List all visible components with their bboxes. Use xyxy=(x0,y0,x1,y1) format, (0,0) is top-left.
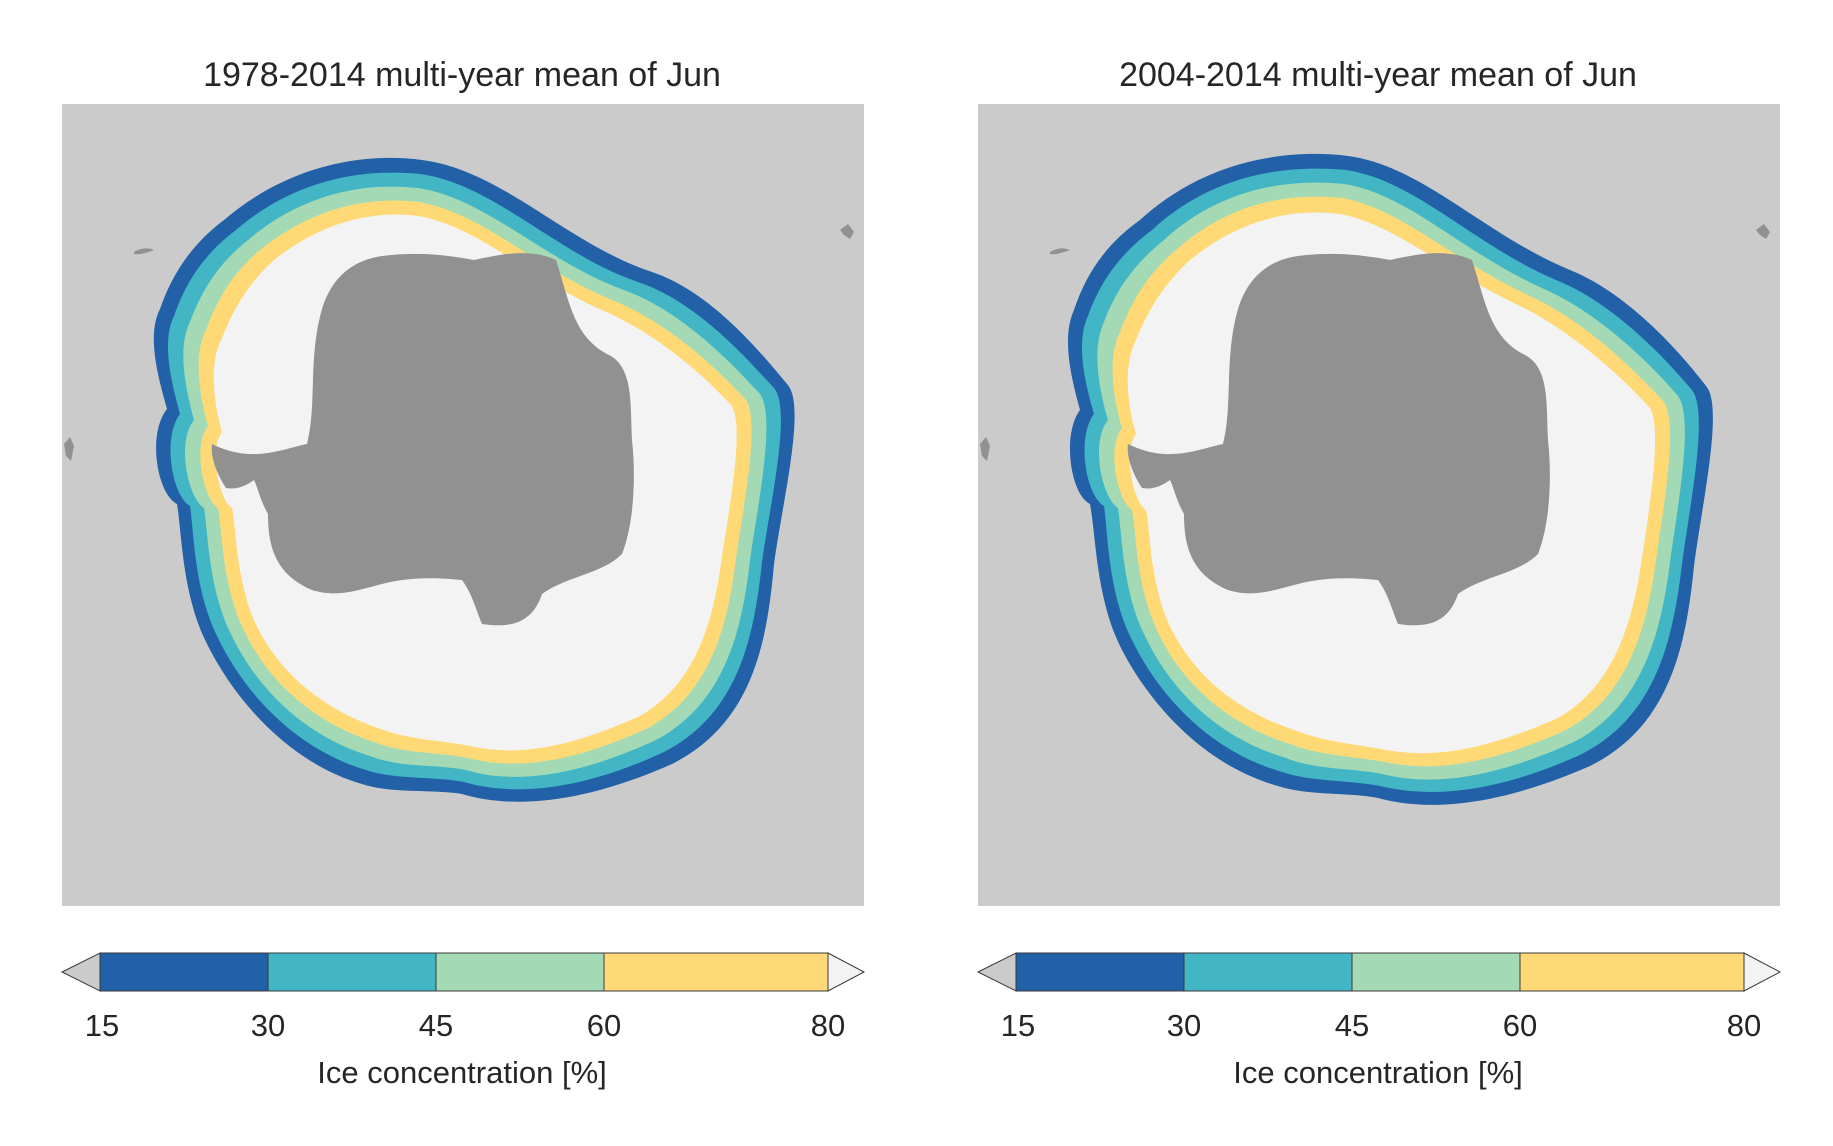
colorbar-tick-15: 15 xyxy=(1000,1008,1036,1043)
colorbar-over-triangle xyxy=(1743,952,1782,992)
colorbar-tick-60: 60 xyxy=(586,1008,622,1043)
colorbar-bin-45-60 xyxy=(1351,952,1521,992)
colorbar-tick-30: 30 xyxy=(250,1008,286,1043)
sea-ice-map xyxy=(62,104,864,906)
island-northeast xyxy=(840,224,854,239)
colorbar-bin-45-60 xyxy=(435,952,605,992)
island-west xyxy=(980,437,990,461)
colorbar-bin-15-30 xyxy=(99,952,269,992)
colorbar-tick-45: 45 xyxy=(418,1008,454,1043)
colorbar-tick-45: 45 xyxy=(1334,1008,1370,1043)
sea-ice-map xyxy=(978,104,1780,906)
colorbar-bin-60-80 xyxy=(603,952,829,992)
island-northwest xyxy=(1050,248,1070,255)
panel-title: 1978-2014 multi-year mean of Jun xyxy=(203,56,721,94)
island-west xyxy=(64,437,74,461)
colorbar-tick-80: 80 xyxy=(810,1008,846,1043)
colorbar-tick-15: 15 xyxy=(84,1008,120,1043)
antarctica-land xyxy=(1127,253,1550,626)
island-northwest xyxy=(134,248,154,255)
colorbar-tick-30: 30 xyxy=(1166,1008,1202,1043)
colorbar-bin-60-80 xyxy=(1519,952,1745,992)
map-panel-2004-2014: 2004-2014 multi-year mean of Jun 15 30 4… xyxy=(916,0,1816,1146)
colorbar-under-triangle xyxy=(976,952,1017,992)
colorbar xyxy=(60,952,866,992)
colorbar-tick-80: 80 xyxy=(1726,1008,1762,1043)
colorbar-bin-30-45 xyxy=(1183,952,1353,992)
colorbar-bin-30-45 xyxy=(267,952,437,992)
colorbar-over-triangle xyxy=(827,952,866,992)
antarctica-land xyxy=(211,253,634,626)
panel-title: 2004-2014 multi-year mean of Jun xyxy=(1119,56,1637,94)
colorbar-bin-15-30 xyxy=(1015,952,1185,992)
colorbar xyxy=(976,952,1782,992)
colorbar-under-triangle xyxy=(60,952,101,992)
map-panel-1978-2014: 1978-2014 multi-year mean of Jun 15 30 4… xyxy=(0,0,900,1146)
colorbar-tick-60: 60 xyxy=(1502,1008,1538,1043)
colorbar-label: Ice concentration [%] xyxy=(317,1055,607,1090)
island-northeast xyxy=(1756,224,1770,239)
colorbar-label: Ice concentration [%] xyxy=(1233,1055,1523,1090)
